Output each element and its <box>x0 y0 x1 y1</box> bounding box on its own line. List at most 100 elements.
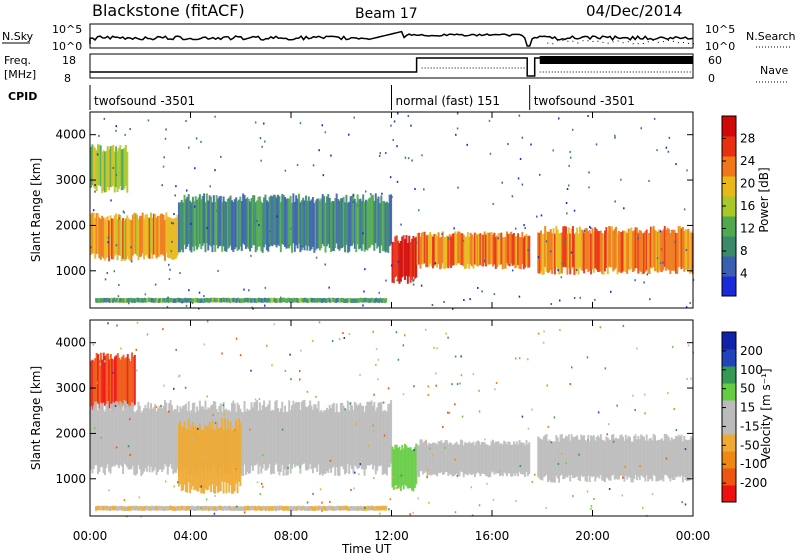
echo-cell <box>215 422 218 487</box>
noise-speckle <box>509 264 511 267</box>
echo-cell <box>602 233 605 275</box>
echo-cell <box>645 229 648 271</box>
noise-speckle <box>521 136 524 139</box>
echo-cell <box>325 196 328 247</box>
noise-speckle <box>620 178 622 181</box>
echo-cell <box>353 506 356 511</box>
echo-cell <box>444 236 447 269</box>
noise-speckle <box>662 261 664 264</box>
echo-cell <box>114 505 117 511</box>
echo-cell <box>303 399 306 464</box>
echo-cell <box>375 297 378 303</box>
echo-cell <box>203 430 206 494</box>
colorbar-segment <box>722 400 736 418</box>
echo-cell <box>272 194 275 245</box>
echo-cell <box>210 505 213 511</box>
echo-cell <box>323 196 326 247</box>
echo-cell <box>411 449 414 491</box>
y-tick-label: 2000 <box>55 218 86 232</box>
echo-cell <box>364 405 367 470</box>
noise-speckle <box>263 122 265 125</box>
echo-cell <box>309 505 312 511</box>
echo-cell <box>340 297 343 303</box>
echo-cell <box>138 405 141 470</box>
noise-speckle <box>537 256 540 259</box>
echo-cell <box>295 195 298 246</box>
echo-cell <box>656 440 659 482</box>
noise-speckle <box>123 499 126 502</box>
echo-cell <box>143 297 146 303</box>
echo-cell <box>524 235 527 268</box>
echo-cell <box>183 194 186 245</box>
echo-cell <box>447 236 450 269</box>
x-tick-label: 04:00 <box>173 529 208 543</box>
echo-cell <box>270 297 273 303</box>
echo-cell <box>371 505 374 511</box>
echo-cell <box>406 447 409 489</box>
noise-speckle <box>372 330 374 333</box>
noise-speckle <box>113 433 116 436</box>
xaxis-label: Time UT <box>341 542 392 554</box>
echo-cell <box>427 234 430 267</box>
noise-speckle <box>559 329 561 332</box>
noise-speckle <box>191 424 193 427</box>
echo-cell <box>489 232 492 265</box>
echo-cell <box>655 440 658 482</box>
echo-cell <box>367 402 370 466</box>
noise-speckle <box>299 122 302 125</box>
echo-cell <box>131 402 134 467</box>
noise-speckle <box>248 289 250 292</box>
echo-cell <box>281 297 284 303</box>
noise-speckle <box>92 343 95 346</box>
colorbar-tick-label: 28 <box>740 132 755 146</box>
echo-cell <box>114 356 117 407</box>
echo-cell <box>332 506 335 511</box>
echo-cell <box>198 505 201 511</box>
echo-cell <box>204 425 207 489</box>
noise-speckle <box>560 276 563 279</box>
echo-cell <box>280 505 283 511</box>
echo-cell <box>346 400 349 465</box>
echo-cell <box>269 298 272 303</box>
echo-cell <box>145 298 148 303</box>
noise-speckle <box>621 494 624 497</box>
noise-speckle <box>434 262 437 265</box>
echo-cell <box>137 401 140 466</box>
noise-speckle <box>494 388 496 391</box>
noise-speckle <box>107 236 110 239</box>
echo-cell <box>652 226 655 267</box>
echo-cell <box>321 412 324 476</box>
echo-cell <box>152 213 155 255</box>
colorbar-segment <box>722 176 736 197</box>
noise-speckle <box>674 240 676 243</box>
noise-speckle <box>633 436 635 439</box>
echo-cell <box>500 232 503 265</box>
echo-cell <box>161 213 164 255</box>
nave-series <box>421 56 693 73</box>
echo-cell <box>326 298 329 303</box>
echo-cell <box>280 298 283 303</box>
echo-cell <box>620 434 623 476</box>
echo-cell <box>339 298 342 303</box>
noise-speckle <box>254 121 257 124</box>
echo-cell <box>332 297 335 303</box>
echo-cell <box>348 506 351 511</box>
echo-cell <box>115 213 118 255</box>
echo-cell <box>263 400 266 465</box>
noise-speckle <box>353 487 355 490</box>
echo-cell <box>522 442 525 475</box>
echo-cell <box>90 214 92 256</box>
echo-cell <box>551 441 554 483</box>
echo-cell <box>638 230 641 271</box>
echo-cell <box>103 411 106 476</box>
noise-speckle <box>400 223 402 226</box>
echo-cell <box>155 411 158 475</box>
echo-cell <box>91 359 94 410</box>
y-tick-label: 2000 <box>55 426 86 440</box>
noise-speckle <box>414 188 416 191</box>
echo-cell <box>116 219 119 261</box>
echo-cell <box>206 505 209 511</box>
echo-cell <box>170 218 173 260</box>
echo-cell <box>106 353 109 404</box>
echo-cell <box>508 233 511 266</box>
